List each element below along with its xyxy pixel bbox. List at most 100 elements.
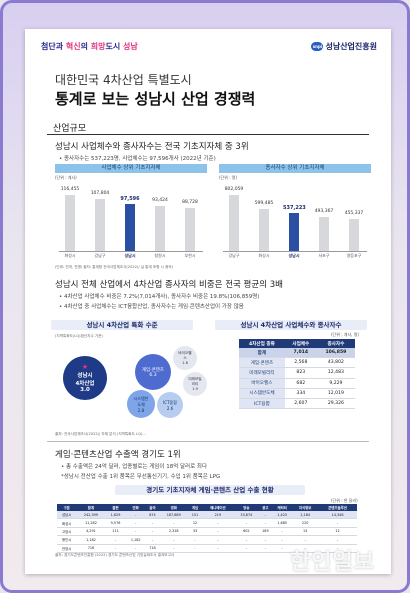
s1-source: (단위: 천개, 천명/ 출처: 통계청 전국사업체조사(2022)/ 실 통계… <box>55 265 174 269</box>
table-header: 콘텐츠솔루션 <box>318 504 357 511</box>
table2-title: 경기도 기초지자체 게임·콘텐츠 산업 수출 현황 <box>115 485 305 495</box>
bar-value-label: 116,455 <box>60 187 80 192</box>
table-cell: 1,182 <box>76 535 106 545</box>
table-cell: 2,318 <box>159 527 189 537</box>
bubble-center: ★ 성남시 4차산업 3.0 <box>63 356 107 400</box>
table-cell: - <box>201 544 235 553</box>
table-cell: - <box>125 527 146 537</box>
bubble-ict-convergence: ICT융합 2.6 <box>157 392 183 418</box>
table-cell: 189 <box>258 527 273 537</box>
table-cell: 718 <box>76 544 106 553</box>
table-cell: 33 <box>188 527 202 537</box>
table-cell: 안양시 <box>57 544 77 553</box>
bubble-system-semiconductor: 시스템반도체 2.8 <box>127 390 155 418</box>
bar <box>95 199 105 251</box>
table-header: 방송 <box>234 504 259 511</box>
category-label: 부천시 <box>184 253 196 258</box>
bar <box>289 213 299 251</box>
table-cell: - <box>125 518 146 528</box>
table-cell: - <box>258 511 273 520</box>
table-header: 지식정보 <box>292 504 319 511</box>
bar <box>319 217 329 251</box>
table-cell: - <box>234 535 259 545</box>
table-cell: - <box>258 535 273 545</box>
table-header: 출판 <box>105 504 126 511</box>
export-table: 구분 합계 출판 만화 음악 영화 게임 애니메이션 방송 광고 캐릭터 지식정보 콘텐츠솔루션 성남시 2… <box>57 504 357 553</box>
table-cell: 1,685 <box>272 518 293 528</box>
bar-value-label: 537,223 <box>283 205 306 211</box>
table-cell: 7,014 <box>284 348 317 359</box>
bar-value-label: 97,596 <box>120 196 140 202</box>
table-cell: 12,483 <box>316 367 355 379</box>
bar <box>229 195 239 251</box>
bar-value-label: 802,059 <box>224 187 244 192</box>
table1-pill: 성남시 4차산업 사업체수와 종사자수 <box>215 320 367 330</box>
table-cell: 13 <box>292 527 319 537</box>
bar <box>65 195 75 251</box>
chart-unit: (단위 : 개사) <box>55 175 77 180</box>
table-cell: - <box>201 518 235 528</box>
table-header: 구분 <box>57 504 77 511</box>
table-cell: 9,229 <box>316 378 355 389</box>
table-cell: - <box>258 544 273 553</box>
table-cell: 187,689 <box>159 511 189 520</box>
table-row: 게임·콘텐츠 2,568 43,802 <box>239 357 355 369</box>
sources-note: 출처: 전국사업체조사(2022)/ 자체 분석 (지역특화도 LQ)… <box>55 432 146 436</box>
table-header: 게임 <box>188 504 202 511</box>
table-cell: - <box>272 535 293 545</box>
table-cell: 미래모빌리티 <box>239 367 285 379</box>
table-cell: 14,348 <box>318 511 357 520</box>
bar-value-label: 455,337 <box>344 211 364 216</box>
table-header: 사업체수 <box>284 339 317 348</box>
table-cell: 게임·콘텐츠 <box>239 357 285 369</box>
table-cell: 시스템반도체 <box>239 388 285 399</box>
table1-unit: (단위 : 개사, 명) <box>331 332 359 337</box>
industry-table: 4차산업 종류 사업체수 종사자수 합계 7,014 106,859 게임·콘텐츠 2,568… <box>239 339 355 410</box>
table-cell: 682 <box>284 378 317 389</box>
table-header: 종사자수 <box>316 339 355 348</box>
table-row: 바이오헬스 682 9,229 <box>239 378 355 389</box>
bar-value-label: 599,485 <box>254 201 274 206</box>
table-header: 영화 <box>159 504 189 511</box>
table-row: 화성시 11,282 9,576- - -12- - -1,685 220- <box>57 518 357 528</box>
bar-value-label: 93,424 <box>152 198 168 203</box>
x-axis <box>59 251 203 252</box>
specialization-pill: 성남시 4차산업 특화 수준 <box>51 320 193 330</box>
table-row: 합계 7,014 106,859 <box>239 348 355 359</box>
category-label: 성남시 <box>288 253 300 258</box>
table-cell: - <box>188 544 202 553</box>
snpi-logo-icon: snpi <box>311 42 324 51</box>
table-cell: - <box>318 544 357 553</box>
table-cell: - <box>272 544 293 553</box>
table-cell: - <box>234 544 259 553</box>
page-kicker: 대한민국 4차산업 특별도시 <box>55 73 192 87</box>
table-header: 캐릭터 <box>272 504 293 511</box>
table-cell: 602 <box>234 527 259 537</box>
s2-bullet-2: • 4차산업 중 사업체수는 ICT융합산업, 종사자수는 게임·콘텐츠산업이 … <box>59 304 244 310</box>
table2: 구분 합계 출판 만화 음악 영화 게임 애니메이션 방송 광고 캐릭터 지식정보 콘텐츠솔루션 성남시 2… <box>57 504 357 553</box>
table-cell: - <box>125 544 146 553</box>
table-cell: 합계 <box>239 348 285 359</box>
table-cell: 1,425 <box>272 511 293 520</box>
table-cell: - <box>234 518 259 528</box>
table-cell: ICT융합 <box>239 398 285 410</box>
table-cell: 220 <box>292 518 319 528</box>
table-cell: 823 <box>284 367 317 379</box>
table-header: 합계 <box>76 504 106 511</box>
table-cell: - <box>318 535 357 545</box>
table-cell: 43,802 <box>316 357 355 369</box>
table-row: 시스템반도체 334 12,019 <box>239 388 355 399</box>
table-cell: 151 <box>188 511 202 520</box>
table2-unit: (단위 : 천 달러) <box>331 498 358 503</box>
table-cell: 바이오헬스 <box>239 378 285 389</box>
table-cell: 4,291 <box>76 527 106 537</box>
category-label: 서초구 <box>318 253 330 258</box>
table-cell: - <box>159 544 189 553</box>
table-cell: 2,184 <box>292 511 319 520</box>
table-cell: 219 <box>201 511 235 520</box>
chart-title: 사업체수 상위 기초지자체 <box>55 164 207 173</box>
table-cell: 12 <box>318 527 357 537</box>
s1-bullet: • 종사자수는 537,223명, 사업체수는 97,596개사 (2022년 … <box>59 156 216 162</box>
org-logo: snpi 성남산업진흥원 <box>311 41 377 52</box>
table-row: 미래모빌리티 823 12,483 <box>239 367 355 379</box>
